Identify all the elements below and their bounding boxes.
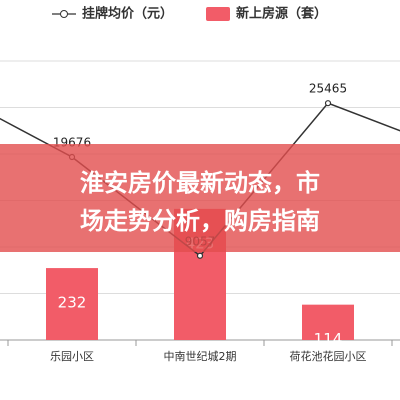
bar-label: 114 [314, 330, 343, 348]
banner-background [0, 144, 400, 252]
x-tick-label: 荷花池花园小区 [290, 350, 367, 363]
legend-symbol [60, 10, 68, 18]
x-tick-label: 中南世纪城2期 [164, 350, 237, 363]
legend-label: 新上房源（套） [236, 6, 327, 22]
bar [302, 304, 354, 340]
legend: 挂牌均价（元） 新上房源（套） [52, 6, 327, 22]
banner-line: 淮安房价最新动态，市 [80, 169, 320, 197]
line-point [196, 252, 204, 259]
legend-label: 挂牌均价（元） [82, 6, 173, 22]
banner-line: 场走势分析，购房指南 [80, 207, 320, 235]
line-point [324, 100, 332, 107]
x-tick-label: 乐园小区 [50, 350, 94, 363]
point-label: 25465 [309, 82, 347, 96]
legend-symbol [206, 7, 230, 21]
bar-label: 232 [58, 294, 87, 312]
bar [46, 268, 98, 340]
marks: 232423114270001967690572546520200 [0, 82, 400, 348]
